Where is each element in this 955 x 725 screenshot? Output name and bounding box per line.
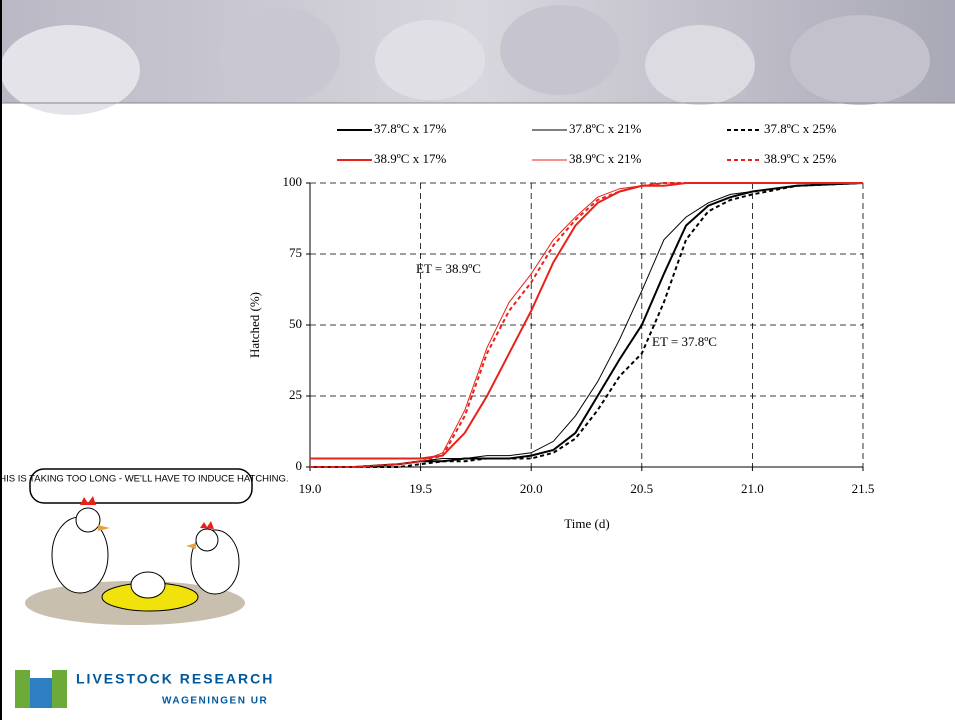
x-tick-label: 21.0	[741, 481, 764, 496]
x-tick-label: 20.5	[630, 481, 653, 496]
y-tick-label: 75	[289, 245, 302, 260]
banner	[0, 0, 955, 115]
legend-label: 38.9ºC x 21%	[569, 151, 641, 166]
legend-label: 37.8ºC x 17%	[374, 121, 446, 136]
series-line	[310, 182, 864, 468]
legend-label: 38.9ºC x 25%	[764, 151, 836, 166]
y-tick-label: 25	[289, 387, 302, 402]
series-line	[310, 182, 864, 468]
x-tick-label: 19.0	[299, 481, 322, 496]
x-axis-label: Time (d)	[564, 516, 609, 531]
cartoon: THIS IS TAKING TOO LONG - WE'LL HAVE TO …	[0, 468, 289, 625]
x-tick-label: 19.5	[409, 481, 432, 496]
y-tick-label: 0	[296, 458, 303, 473]
legend-label: 38.9ºC x 17%	[374, 151, 446, 166]
legend-label: 37.8ºC x 25%	[764, 121, 836, 136]
y-tick-label: 50	[289, 316, 302, 331]
logo-line2: WAGENINGEN UR	[162, 696, 268, 707]
x-tick-label: 21.5	[852, 481, 875, 496]
annotation: ET = 38.9ºC	[416, 261, 481, 276]
y-tick-label: 100	[283, 174, 303, 189]
legend-label: 37.8ºC x 21%	[569, 121, 641, 136]
series-line	[310, 182, 863, 468]
series-line	[310, 182, 863, 460]
x-tick-label: 20.0	[520, 481, 543, 496]
logo-line1: LIVESTOCK RESEARCH	[76, 671, 274, 687]
logo: LIVESTOCK RESEARCH WAGENINGEN UR	[15, 670, 274, 708]
series-line	[310, 182, 864, 468]
cartoon-caption: THIS IS TAKING TOO LONG - WE'LL HAVE TO …	[0, 474, 289, 485]
annotation: ET = 37.8ºC	[652, 334, 717, 349]
chart: Hatched (%) Time (d) ET = 38.9ºC ET = 37…	[247, 121, 874, 531]
y-axis-label: Hatched (%)	[247, 292, 262, 358]
